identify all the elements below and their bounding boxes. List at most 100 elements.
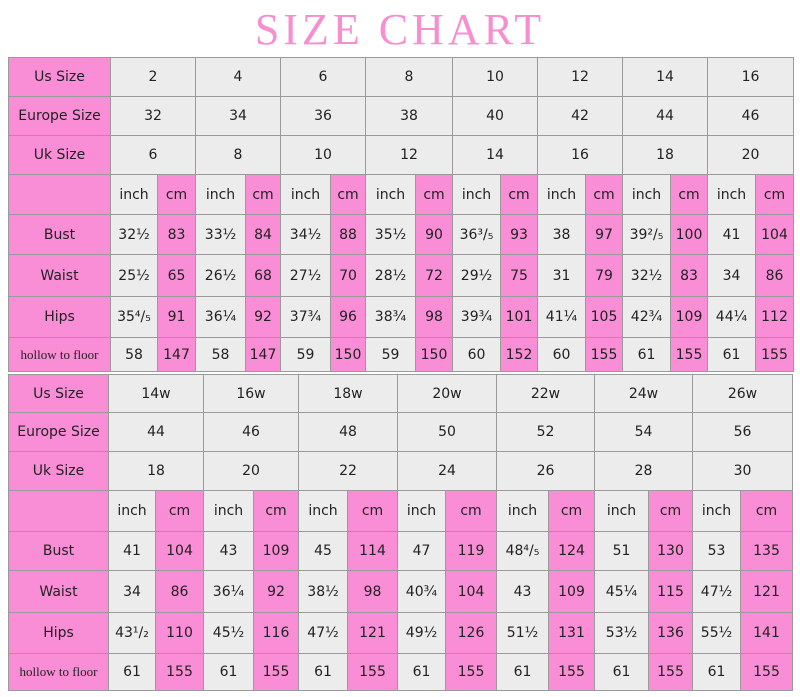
size-cell: 20	[203, 451, 299, 491]
size-cell: 14w	[108, 374, 204, 413]
inch-value: 58	[110, 337, 158, 372]
inch-value: 47½	[692, 570, 741, 613]
size-cell: 8	[195, 135, 281, 175]
inch-value: 34½	[280, 214, 331, 255]
size-cell: 14	[452, 135, 538, 175]
cm-value: 126	[445, 612, 497, 654]
inch-value: 55½	[692, 612, 741, 654]
size-cell: 20w	[397, 374, 497, 413]
cm-value: 96	[330, 296, 366, 338]
inch-value: 28½	[365, 254, 416, 297]
cm-value: 155	[445, 653, 497, 691]
cm-value: 104	[445, 570, 497, 613]
unit-inch: inch	[707, 174, 756, 215]
row-label: Us Size	[8, 57, 111, 97]
cm-value: 116	[253, 612, 299, 654]
size-cell: 56	[692, 412, 793, 452]
unit-cm: cm	[740, 490, 793, 532]
inch-value: 37¾	[280, 296, 331, 338]
inch-value: 51	[594, 531, 649, 571]
cm-value: 112	[755, 296, 794, 338]
inch-value: 61	[496, 653, 549, 691]
cm-value: 104	[155, 531, 204, 571]
inch-value: 29½	[452, 254, 501, 297]
size-cell: 16w	[203, 374, 299, 413]
inch-value: 53½	[594, 612, 649, 654]
unit-inch: inch	[537, 174, 586, 215]
measure-label: hollow to floor	[8, 337, 111, 372]
cm-value: 110	[155, 612, 204, 654]
inch-value: 47	[397, 531, 446, 571]
cm-value: 155	[347, 653, 398, 691]
row-label: Europe Size	[8, 412, 109, 452]
size-cell: 24w	[594, 374, 693, 413]
inch-value: 32½	[110, 214, 158, 255]
size-cell: 26	[496, 451, 595, 491]
cm-value: 109	[670, 296, 708, 338]
size-cell: 24	[397, 451, 497, 491]
inch-value: 59	[365, 337, 416, 372]
unit-cm: cm	[548, 490, 595, 532]
size-cell: 42	[537, 96, 623, 136]
unit-inch: inch	[594, 490, 649, 532]
size-cell: 46	[707, 96, 794, 136]
inch-value: 60	[452, 337, 501, 372]
cm-value: 68	[245, 254, 281, 297]
cm-value: 152	[500, 337, 538, 372]
cm-value: 135	[740, 531, 793, 571]
cm-value: 72	[415, 254, 453, 297]
measure-label: Bust	[8, 214, 111, 255]
size-cell: 52	[496, 412, 595, 452]
inch-value: 42¾	[622, 296, 671, 338]
cm-value: 136	[648, 612, 693, 654]
size-cell: 28	[594, 451, 693, 491]
inch-value: 59	[280, 337, 331, 372]
inch-value: 38½	[298, 570, 348, 613]
size-cell: 26w	[692, 374, 793, 413]
cm-value: 121	[740, 570, 793, 613]
size-cell: 44	[622, 96, 708, 136]
cm-value: 121	[347, 612, 398, 654]
title: SIZE CHART	[254, 5, 546, 54]
unit-cm: cm	[445, 490, 497, 532]
size-cell: 22w	[496, 374, 595, 413]
inch-value: 61	[692, 653, 741, 691]
cm-value: 84	[245, 214, 281, 255]
inch-value: 41¼	[537, 296, 586, 338]
inch-value: 27½	[280, 254, 331, 297]
size-cell: 8	[365, 57, 453, 97]
measure-label: Hips	[8, 612, 109, 654]
cm-value: 83	[670, 254, 708, 297]
unit-inch: inch	[203, 490, 254, 532]
measure-label: hollow to floor	[8, 653, 109, 691]
inch-value: 44¼	[707, 296, 756, 338]
size-cell: 16	[537, 135, 623, 175]
unit-cm: cm	[347, 490, 398, 532]
row-label: Uk Size	[8, 451, 109, 491]
size-cell: 18	[108, 451, 204, 491]
size-cell: 20	[707, 135, 794, 175]
cm-value: 155	[648, 653, 693, 691]
size-cell: 18	[622, 135, 708, 175]
cm-value: 130	[648, 531, 693, 571]
size-cell: 12	[365, 135, 453, 175]
cm-value: 150	[330, 337, 366, 372]
unit-inch: inch	[496, 490, 549, 532]
size-cell: 2	[110, 57, 196, 97]
cm-value: 147	[245, 337, 281, 372]
inch-value: 36¼	[195, 296, 246, 338]
size-cell: 32	[110, 96, 196, 136]
inch-value: 26½	[195, 254, 246, 297]
cm-value: 109	[253, 531, 299, 571]
unit-cm: cm	[415, 174, 453, 215]
measure-label: Bust	[8, 531, 109, 571]
unit-cm: cm	[253, 490, 299, 532]
unit-cm: cm	[245, 174, 281, 215]
cm-value: 124	[548, 531, 595, 571]
size-cell: 16	[707, 57, 794, 97]
measure-label: Waist	[8, 254, 111, 297]
size-cell: 30	[692, 451, 793, 491]
measure-label: Hips	[8, 296, 111, 338]
cm-value: 147	[157, 337, 196, 372]
